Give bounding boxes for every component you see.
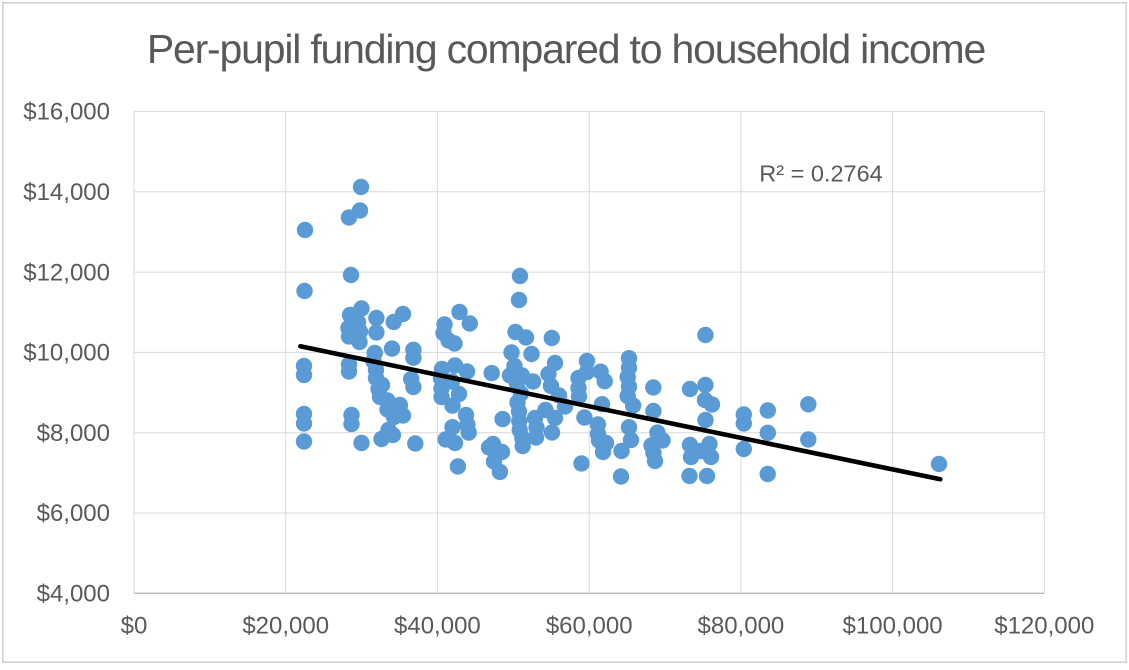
svg-text:$0: $0 [121, 613, 148, 640]
svg-text:$12,000: $12,000 [23, 259, 110, 286]
svg-text:R² = 0.2764: R² = 0.2764 [759, 161, 882, 187]
svg-text:$100,000: $100,000 [843, 613, 943, 640]
svg-text:$10,000: $10,000 [23, 340, 110, 367]
svg-text:$14,000: $14,000 [23, 179, 110, 206]
svg-text:Per-pupil funding compared to: Per-pupil funding compared to household … [147, 26, 985, 72]
svg-text:$60,000: $60,000 [546, 613, 633, 640]
svg-text:$20,000: $20,000 [242, 613, 329, 640]
svg-text:$6,000: $6,000 [37, 500, 110, 527]
svg-text:$8,000: $8,000 [37, 420, 110, 447]
svg-text:$120,000: $120,000 [994, 613, 1094, 640]
svg-text:$4,000: $4,000 [37, 581, 110, 608]
svg-text:$40,000: $40,000 [394, 613, 481, 640]
svg-text:$80,000: $80,000 [698, 613, 785, 640]
svg-text:$16,000: $16,000 [23, 99, 110, 126]
